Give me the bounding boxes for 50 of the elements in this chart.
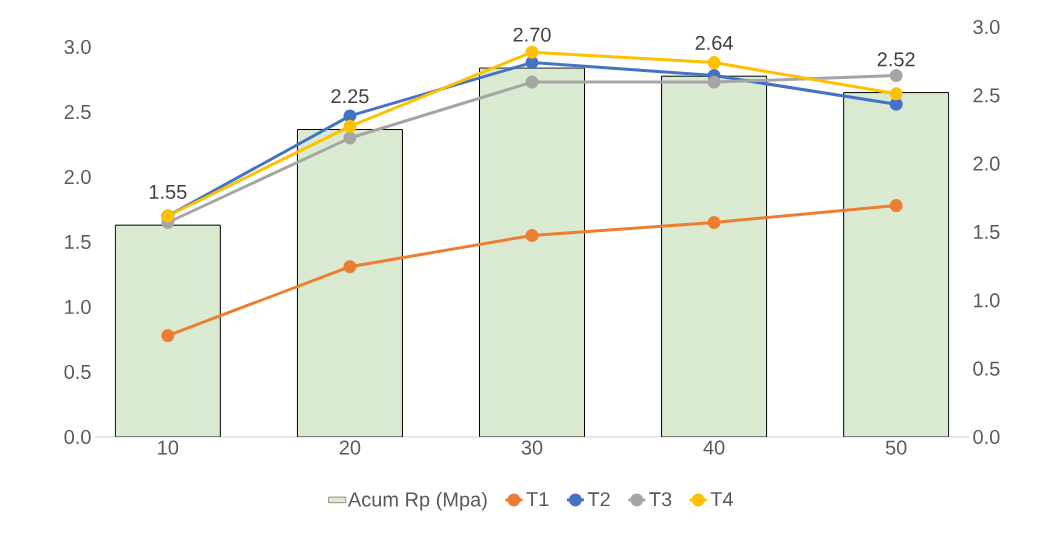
bar — [661, 75, 768, 437]
x-tick-label: 40 — [703, 440, 725, 455]
point — [525, 56, 539, 70]
y2-tick-label: 0.0 — [973, 429, 1000, 445]
y2-tick-label: 2.5 — [973, 88, 1000, 103]
y-tick-label: 3.0 — [64, 39, 91, 55]
point — [889, 97, 903, 111]
legend-label: T1 — [526, 492, 549, 507]
point — [707, 56, 721, 70]
data-label: 2.64 — [695, 35, 733, 50]
bar — [114, 224, 221, 437]
y-tick-label: 1.0 — [65, 299, 91, 315]
point — [525, 45, 539, 59]
bar — [479, 67, 585, 437]
point — [343, 131, 357, 145]
legend-label: T4 — [710, 492, 733, 507]
legend-label: T3 — [649, 492, 672, 507]
data-label: 2.52 — [877, 52, 915, 67]
point — [525, 228, 539, 242]
data-label: 2.70 — [513, 27, 551, 42]
y-tick-label: 0.0 — [64, 429, 91, 445]
point — [889, 199, 903, 213]
point — [707, 75, 721, 89]
point — [889, 69, 903, 83]
bar — [843, 92, 950, 437]
y2-tick-label: 3.0 — [973, 19, 1000, 35]
point — [343, 260, 357, 274]
legend-label: Acum Rp (Mpa) — [347, 491, 487, 511]
point — [889, 87, 903, 101]
x-tick-label: 10 — [158, 440, 179, 455]
y2-tick-label: 0.5 — [973, 361, 1000, 376]
y-tick-label: 2.0 — [64, 169, 91, 185]
y2-tick-label: 1.5 — [974, 225, 1000, 239]
data-label: 2.25 — [331, 89, 369, 104]
point — [343, 109, 357, 123]
y-tick-label: 2.5 — [64, 104, 91, 120]
point — [343, 119, 357, 133]
x-tick-label: 50 — [885, 440, 907, 455]
y-tick-label: 0.5 — [64, 364, 91, 380]
legend-label: T2 — [587, 492, 610, 507]
data-label: 1.55 — [149, 185, 187, 199]
point — [525, 75, 539, 89]
bar — [296, 128, 403, 437]
y2-tick-label: 1.0 — [974, 293, 1000, 308]
x-tick-label: 20 — [339, 440, 361, 455]
point — [707, 215, 721, 229]
point — [161, 329, 175, 343]
x-tick-label: 30 — [521, 440, 543, 455]
y-tick-label: 1.5 — [65, 235, 91, 249]
y2-tick-label: 2.0 — [973, 156, 1000, 171]
